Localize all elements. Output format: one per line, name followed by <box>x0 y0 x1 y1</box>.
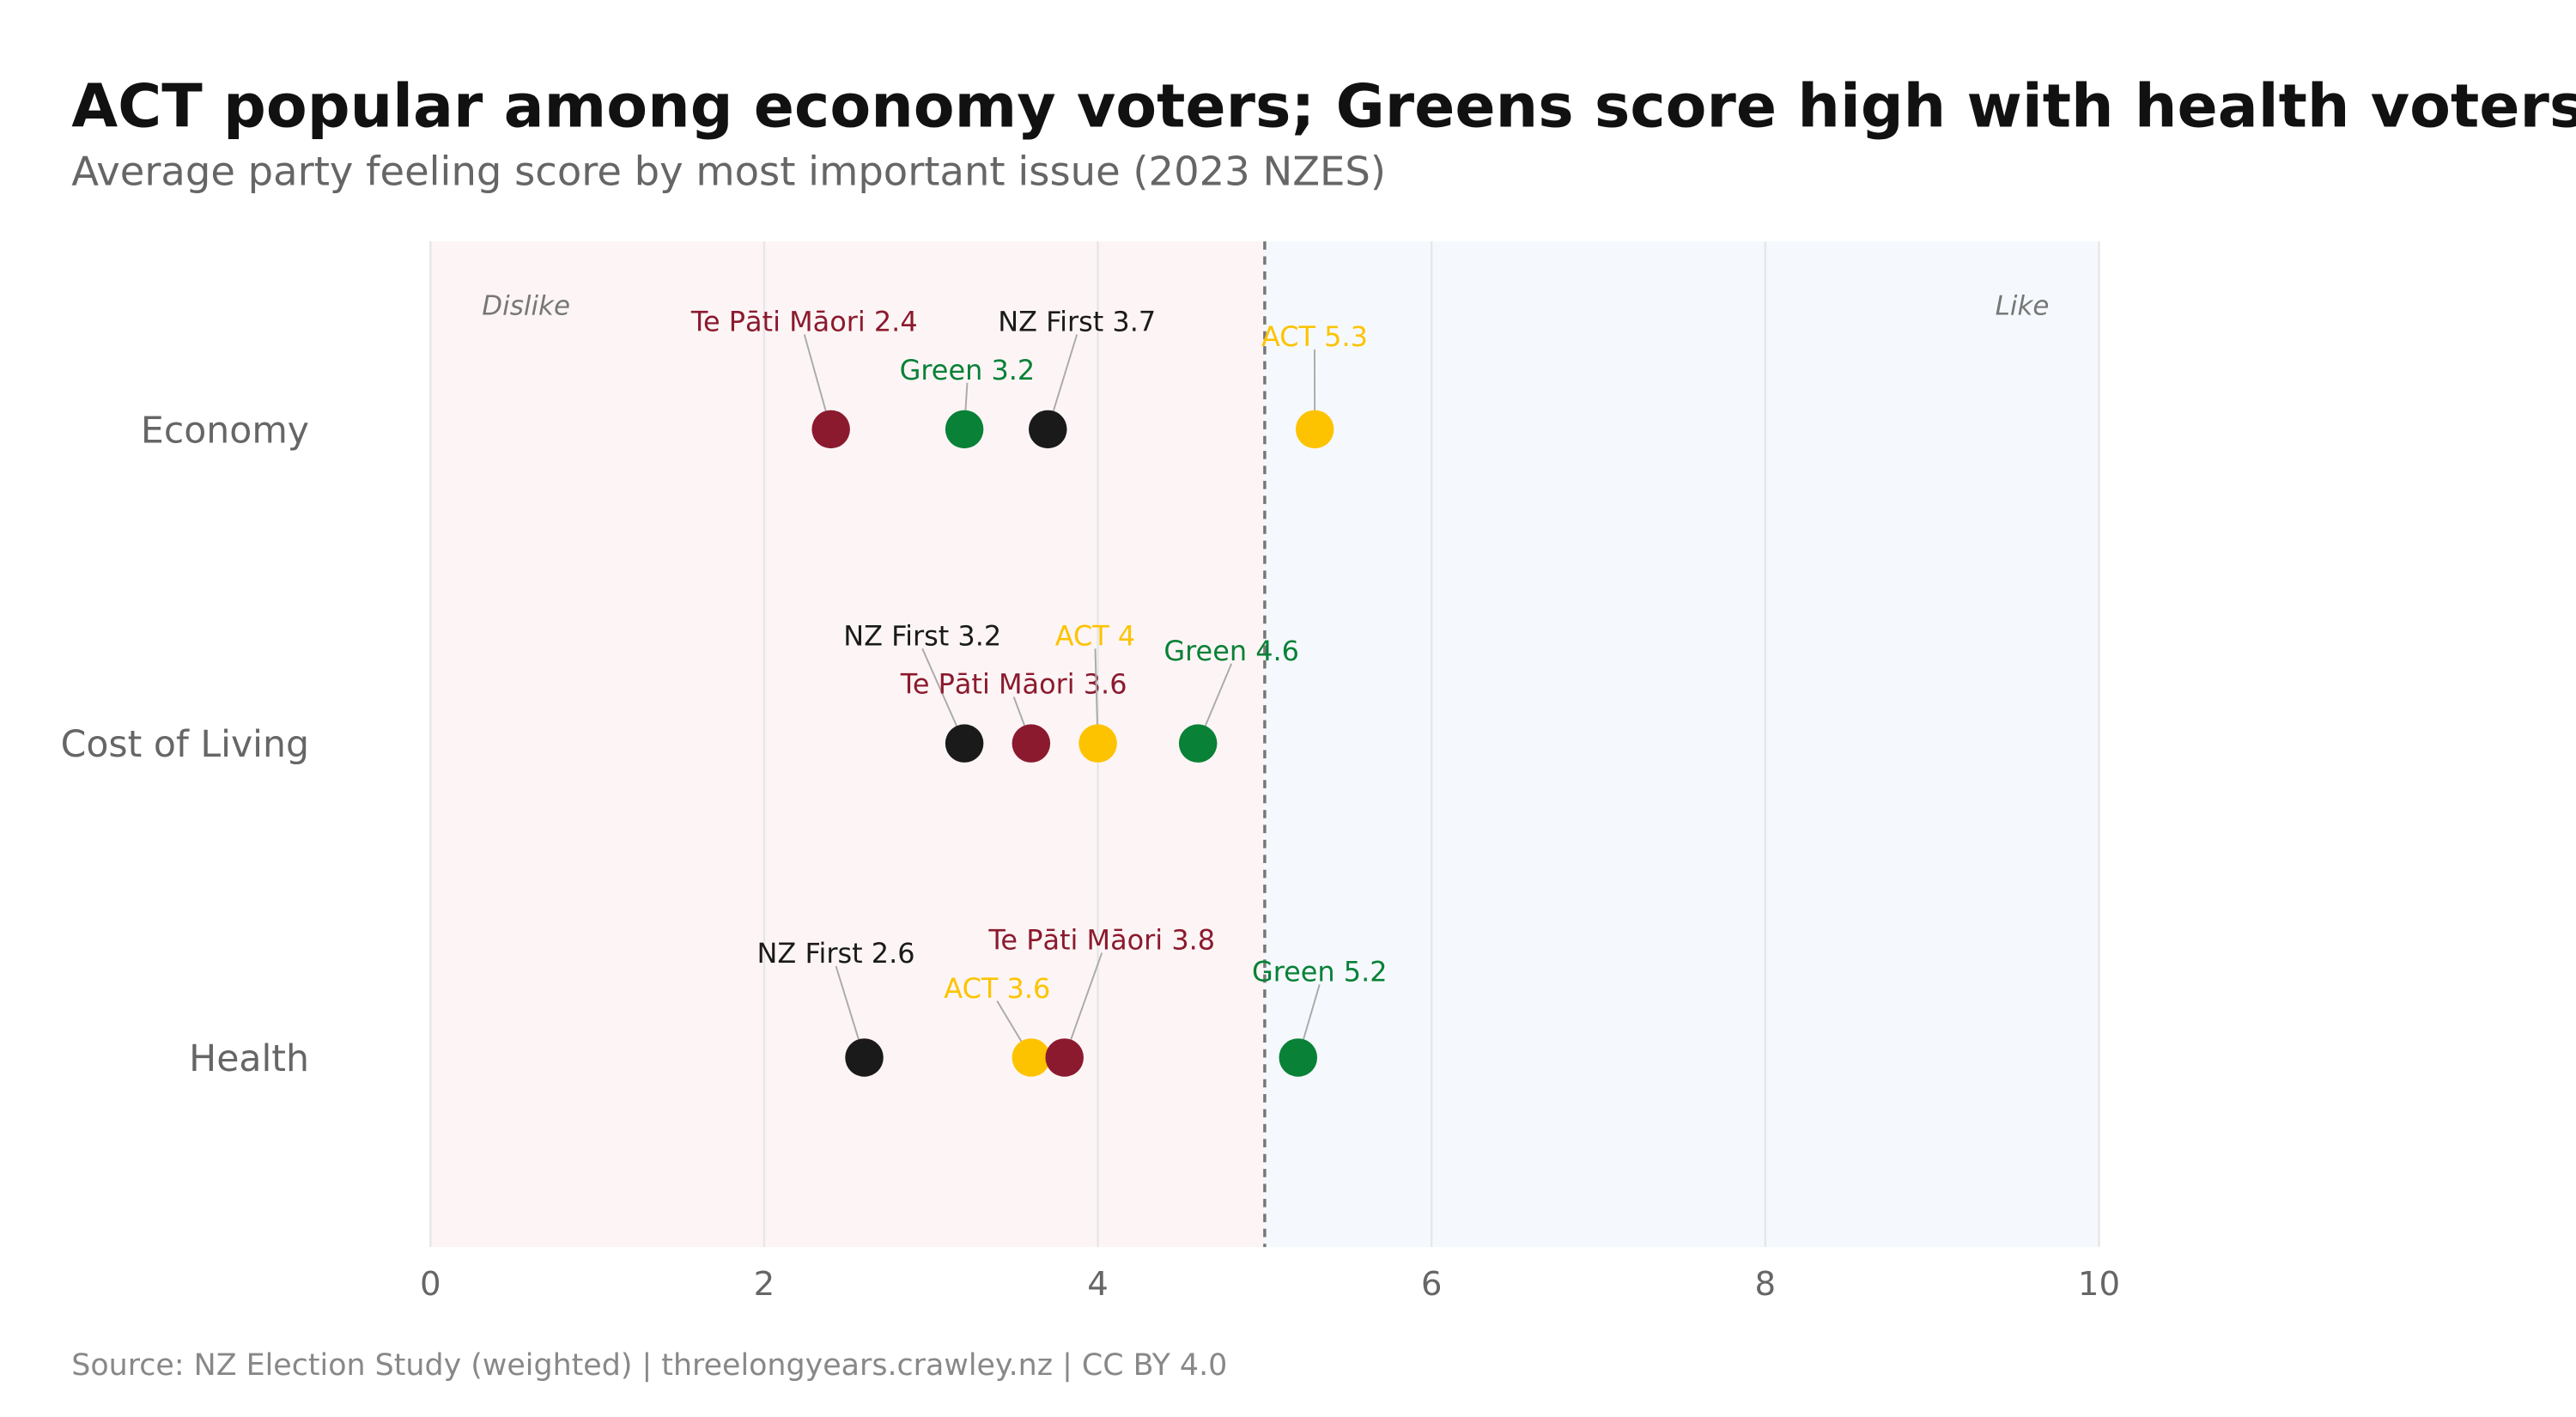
data-point <box>1012 1038 1051 1077</box>
x-tick-label: 8 <box>1755 1265 1777 1304</box>
x-tick-label: 0 <box>420 1265 441 1304</box>
data-label: Green 3.2 <box>900 354 1036 386</box>
data-point <box>1029 410 1067 449</box>
data-label: NZ First 3.7 <box>998 306 1156 338</box>
data-label: Te Pāti Māori 3.8 <box>987 924 1215 957</box>
plot-area: 0 2 4 6 8 10 Economy Cost of Living Health Te Pāt… <box>61 241 2120 1304</box>
data-label: ACT 4 <box>1055 619 1136 652</box>
data-point <box>945 724 984 763</box>
region-label-like: Like <box>1996 290 2050 321</box>
chart-subtitle: Average party feeling score by most impo… <box>71 148 1386 194</box>
region-label-dislike: Dislike <box>482 290 570 321</box>
data-point <box>845 1038 884 1077</box>
data-point <box>1078 724 1117 763</box>
like-region <box>1264 241 2099 1248</box>
data-label: NZ First 3.2 <box>843 619 1001 652</box>
data-point <box>1045 1038 1084 1077</box>
y-category-label: Economy <box>141 409 309 452</box>
data-label: ACT 5.3 <box>1261 320 1368 353</box>
data-point <box>1012 724 1051 763</box>
dislike-region <box>430 241 1265 1248</box>
y-category-label: Health <box>189 1037 309 1080</box>
data-point <box>1178 724 1218 763</box>
data-label: Te Pāti Māori 2.4 <box>690 306 918 338</box>
data-label: Te Pāti Māori 3.6 <box>900 668 1127 701</box>
x-tick-label: 2 <box>754 1265 775 1304</box>
data-point <box>811 410 850 449</box>
data-label: NZ First 2.6 <box>757 937 915 970</box>
x-tick-label: 6 <box>1421 1265 1443 1304</box>
y-category-label: Cost of Living <box>61 723 309 766</box>
data-point <box>1295 410 1334 449</box>
x-tick-label: 4 <box>1087 1265 1109 1304</box>
data-label: Green 4.6 <box>1163 635 1299 667</box>
data-label: Green 5.2 <box>1252 955 1388 988</box>
x-tick-label: 10 <box>2078 1265 2120 1304</box>
data-label: ACT 3.6 <box>944 972 1050 1005</box>
data-point <box>1279 1038 1318 1077</box>
data-point <box>945 410 984 449</box>
chart-title: ACT popular among economy voters; Greens… <box>71 72 2576 142</box>
source-note: Source: NZ Election Study (weighted) | t… <box>71 1348 1227 1383</box>
